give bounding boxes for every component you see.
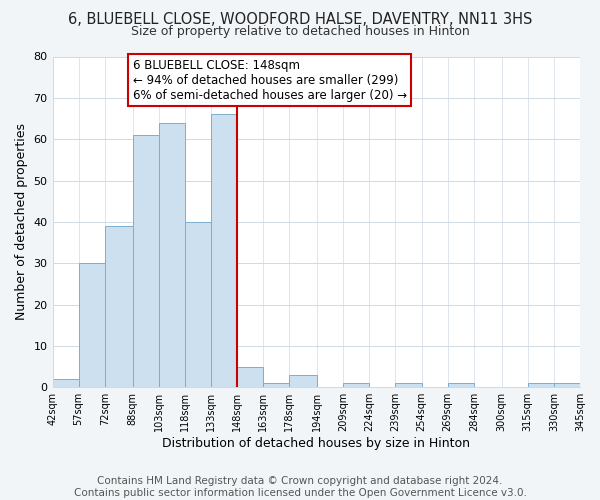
Bar: [528, 383, 554, 387]
Bar: [289, 375, 317, 387]
Bar: [159, 122, 185, 387]
X-axis label: Distribution of detached houses by size in Hinton: Distribution of detached houses by size …: [162, 437, 470, 450]
Text: Size of property relative to detached houses in Hinton: Size of property relative to detached ho…: [131, 25, 469, 38]
Bar: [237, 366, 263, 387]
Bar: [211, 114, 237, 387]
Bar: [263, 383, 289, 387]
Bar: [105, 226, 133, 387]
Bar: [53, 379, 79, 387]
Bar: [343, 383, 370, 387]
Bar: [395, 383, 422, 387]
Bar: [554, 383, 580, 387]
Text: 6, BLUEBELL CLOSE, WOODFORD HALSE, DAVENTRY, NN11 3HS: 6, BLUEBELL CLOSE, WOODFORD HALSE, DAVEN…: [68, 12, 532, 28]
Text: 6 BLUEBELL CLOSE: 148sqm
← 94% of detached houses are smaller (299)
6% of semi-d: 6 BLUEBELL CLOSE: 148sqm ← 94% of detach…: [133, 58, 407, 102]
Y-axis label: Number of detached properties: Number of detached properties: [15, 124, 28, 320]
Bar: [133, 135, 159, 387]
Bar: [448, 383, 474, 387]
Bar: [79, 263, 105, 387]
Bar: [185, 222, 211, 387]
Text: Contains HM Land Registry data © Crown copyright and database right 2024.
Contai: Contains HM Land Registry data © Crown c…: [74, 476, 526, 498]
